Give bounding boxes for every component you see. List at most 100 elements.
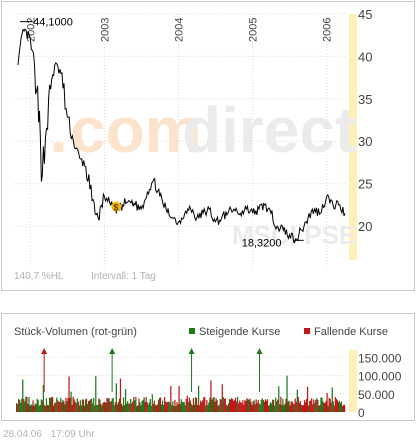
volume-bar xyxy=(216,400,218,412)
volume-bar xyxy=(315,399,317,412)
volume-bar xyxy=(69,397,71,412)
price-chart: . com direct MSCI PSE 20 25 30 35 40 45 2002 20… xyxy=(14,7,372,282)
volume-bar xyxy=(191,405,194,412)
volume-bar xyxy=(277,399,279,412)
volume-bar xyxy=(188,397,190,412)
volume-bar xyxy=(323,402,325,412)
volume-bar xyxy=(247,399,249,412)
volume-bar xyxy=(305,398,308,412)
volume-bar xyxy=(264,399,267,412)
volume-bar xyxy=(154,404,157,412)
volume-bar xyxy=(226,405,228,412)
range-percent-label: 140,7 %HL xyxy=(14,271,64,282)
volume-bar xyxy=(214,401,216,412)
volume-bar xyxy=(340,401,343,412)
volume-bar xyxy=(37,400,39,412)
volume-bar xyxy=(61,402,63,412)
volume-bar xyxy=(238,403,240,412)
price-x-tick-label: 2003 xyxy=(99,18,111,42)
volume-bar xyxy=(297,396,299,412)
volume-bar xyxy=(108,398,110,412)
volume-bar xyxy=(280,396,282,412)
volume-bar xyxy=(219,399,221,412)
volume-bar xyxy=(229,399,232,412)
volume-bar xyxy=(283,405,285,412)
price-x-tick-label: 2002 xyxy=(25,18,37,42)
volume-bar xyxy=(234,397,237,412)
volume-bar xyxy=(202,400,204,412)
volume-bar xyxy=(31,405,33,412)
volume-bar xyxy=(255,399,257,412)
volume-bar xyxy=(241,403,243,412)
volume-bar xyxy=(171,405,173,412)
volume-bar xyxy=(143,397,145,412)
volume-bar xyxy=(68,376,70,412)
volume-bar xyxy=(62,399,64,412)
volume-bar xyxy=(138,398,140,412)
volume-bar xyxy=(65,397,67,412)
volume-bar xyxy=(295,401,297,412)
volume-bar xyxy=(64,404,66,412)
volume-bar xyxy=(252,401,254,412)
volume-bar xyxy=(81,399,84,412)
volume-bar xyxy=(124,389,127,412)
volume-bar xyxy=(307,405,310,412)
volume-bar xyxy=(319,404,321,412)
volume-bar xyxy=(253,400,255,412)
volume-bar xyxy=(175,406,177,412)
volume-bar xyxy=(294,398,296,412)
volume-bar xyxy=(78,405,80,412)
volume-bar xyxy=(237,397,239,412)
volume-bar xyxy=(41,400,43,412)
volume-bar xyxy=(332,401,334,412)
volume-bar xyxy=(112,397,114,412)
price-axis-strip xyxy=(349,14,357,260)
volume-bar xyxy=(329,398,331,412)
volume-bar xyxy=(168,401,170,412)
volume-bar xyxy=(102,402,104,412)
volume-bar xyxy=(324,402,326,412)
volume-bar xyxy=(258,403,260,412)
volume-bar xyxy=(170,385,172,412)
volume-bar xyxy=(163,404,165,412)
volume-bar xyxy=(111,398,113,412)
volume-bar xyxy=(21,398,23,412)
volume-bar xyxy=(43,404,45,412)
volume-bar xyxy=(190,404,193,412)
volume-spike-arrow xyxy=(256,348,263,354)
volume-bar xyxy=(341,406,344,412)
volume-bar xyxy=(45,398,48,412)
volume-bar xyxy=(286,375,288,412)
volume-bar xyxy=(95,376,97,412)
volume-bar xyxy=(228,399,231,412)
volume-bar xyxy=(333,405,335,412)
volume-bar xyxy=(144,402,146,412)
volume-bar xyxy=(93,398,95,412)
volume-bar xyxy=(157,399,160,412)
volume-bar xyxy=(322,401,324,412)
volume-bar xyxy=(75,403,77,412)
volume-bar xyxy=(94,405,96,412)
watermark-direct: direct xyxy=(182,94,356,166)
volume-bar xyxy=(248,399,250,412)
volume-bar xyxy=(132,401,134,412)
volume-bar xyxy=(101,405,103,412)
volume-axis-strip xyxy=(349,350,357,412)
volume-bar xyxy=(126,403,128,412)
volume-bar xyxy=(49,398,52,412)
volume-bar xyxy=(179,404,181,412)
volume-bar xyxy=(18,398,20,412)
volume-bar xyxy=(79,400,81,412)
price-y-tick-label: 25 xyxy=(358,177,372,192)
volume-bar xyxy=(152,403,154,412)
volume-bar xyxy=(239,400,241,412)
volume-legend: Steigende Kurse Fallende Kurse xyxy=(189,326,388,338)
volume-bar xyxy=(161,400,164,412)
volume-bar xyxy=(140,405,142,412)
volume-bar xyxy=(218,404,220,412)
volume-bar xyxy=(150,405,152,412)
volume-bar xyxy=(25,396,27,412)
volume-bar xyxy=(275,397,277,412)
volume-bar xyxy=(129,403,131,412)
volume-bar xyxy=(120,403,123,412)
